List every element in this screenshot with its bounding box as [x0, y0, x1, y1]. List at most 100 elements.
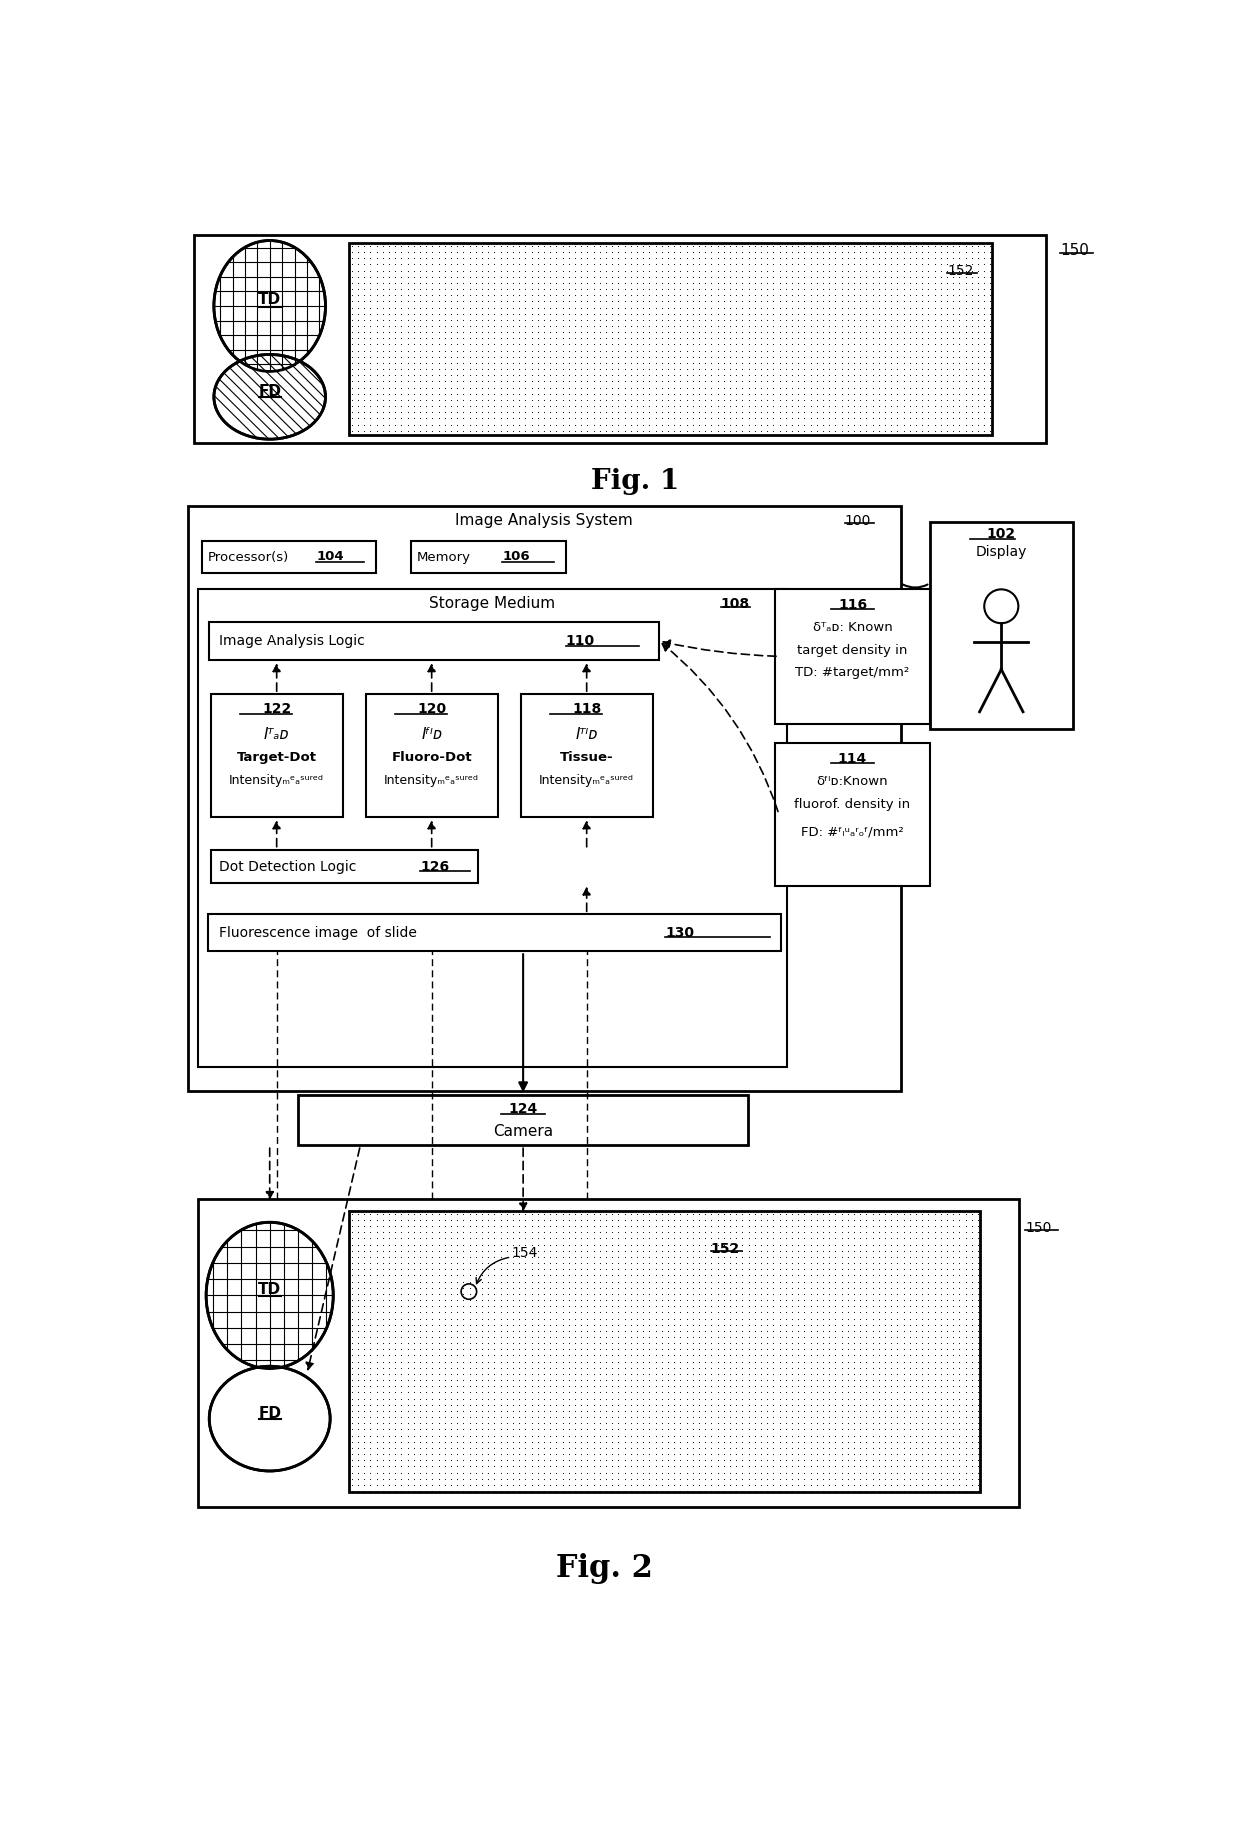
Point — [652, 341, 672, 371]
Point — [739, 280, 759, 310]
Point — [603, 1377, 622, 1407]
Point — [832, 1285, 852, 1315]
Point — [634, 267, 653, 297]
Point — [826, 1359, 846, 1389]
Point — [658, 280, 678, 310]
Point — [981, 398, 1001, 428]
Point — [838, 372, 858, 402]
Point — [882, 1341, 901, 1370]
Point — [776, 1377, 796, 1407]
Point — [541, 1248, 560, 1278]
Point — [472, 1390, 492, 1420]
Point — [900, 1433, 920, 1462]
Point — [751, 1427, 771, 1457]
Point — [782, 1377, 802, 1407]
Point — [460, 286, 480, 315]
Point — [702, 243, 722, 273]
Point — [479, 1396, 498, 1425]
Point — [863, 1383, 883, 1413]
Point — [739, 1285, 759, 1315]
Point — [820, 1446, 839, 1475]
Point — [479, 1272, 498, 1302]
Point — [596, 1427, 616, 1457]
Point — [826, 1272, 846, 1302]
Point — [857, 1224, 877, 1254]
Point — [832, 1377, 852, 1407]
Point — [950, 293, 970, 323]
Point — [454, 1261, 474, 1291]
Point — [925, 409, 945, 439]
Point — [497, 1291, 517, 1320]
Point — [931, 1235, 951, 1265]
Point — [671, 267, 691, 297]
Point — [962, 1346, 982, 1376]
Point — [627, 304, 647, 334]
Point — [844, 1440, 864, 1470]
Point — [665, 280, 684, 310]
Point — [708, 1267, 728, 1296]
Point — [782, 256, 802, 286]
Point — [875, 1322, 895, 1352]
Point — [937, 1235, 957, 1265]
Point — [683, 304, 703, 334]
Point — [627, 1335, 647, 1365]
Point — [863, 1199, 883, 1228]
Point — [410, 1235, 430, 1265]
Point — [689, 1272, 709, 1302]
Point — [882, 1433, 901, 1462]
Point — [361, 1261, 381, 1291]
Point — [919, 1396, 939, 1425]
Point — [913, 1365, 932, 1394]
Point — [875, 372, 895, 402]
Point — [919, 1390, 939, 1420]
Point — [937, 323, 957, 352]
Point — [423, 1272, 443, 1302]
Point — [944, 1328, 963, 1357]
Point — [869, 323, 889, 352]
Point — [838, 1396, 858, 1425]
Point — [913, 267, 932, 297]
Point — [894, 1365, 914, 1394]
Point — [683, 238, 703, 267]
Point — [392, 1377, 412, 1407]
Point — [782, 330, 802, 360]
Point — [491, 1224, 511, 1254]
Point — [379, 267, 399, 297]
Point — [627, 1235, 647, 1265]
Point — [578, 1230, 598, 1259]
Point — [454, 1346, 474, 1376]
Point — [696, 354, 715, 384]
Point — [634, 304, 653, 334]
Point — [361, 243, 381, 273]
Point — [441, 230, 461, 260]
Point — [472, 1409, 492, 1438]
Point — [652, 1322, 672, 1352]
Point — [758, 1459, 777, 1488]
Point — [522, 1396, 542, 1425]
Point — [714, 1470, 734, 1499]
Point — [541, 341, 560, 371]
Point — [689, 299, 709, 328]
Point — [466, 1317, 486, 1346]
Point — [491, 256, 511, 286]
Point — [522, 1341, 542, 1370]
Point — [584, 1359, 604, 1389]
Point — [968, 1304, 988, 1333]
Point — [764, 1272, 784, 1302]
Point — [640, 1217, 660, 1247]
Point — [844, 349, 864, 378]
Point — [888, 1470, 908, 1499]
Point — [696, 1409, 715, 1438]
Point — [826, 391, 846, 420]
Point — [776, 354, 796, 384]
Point — [479, 1206, 498, 1235]
Point — [652, 1464, 672, 1494]
Point — [795, 1285, 815, 1315]
Point — [677, 293, 697, 323]
Point — [590, 336, 610, 365]
Point — [404, 1212, 424, 1241]
Point — [931, 1317, 951, 1346]
Point — [683, 354, 703, 384]
Point — [776, 341, 796, 371]
Point — [429, 1353, 449, 1383]
